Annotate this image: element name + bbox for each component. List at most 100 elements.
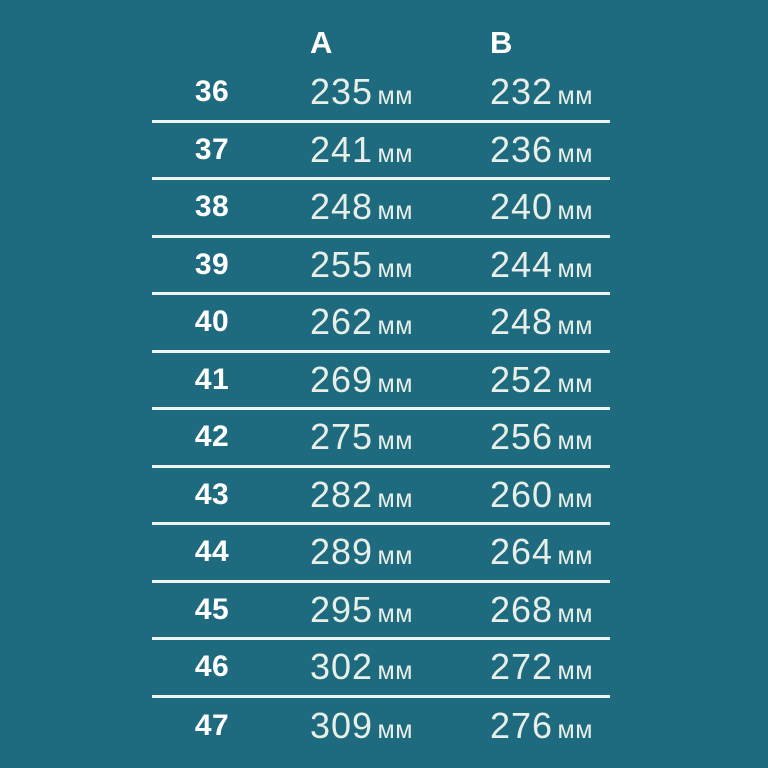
measurement-b-unit: мм — [557, 657, 593, 686]
measurement-a-unit: мм — [377, 542, 413, 571]
col-b-cell: 248 мм — [462, 301, 610, 343]
measurement-b-value: 252 — [490, 358, 554, 400]
size-cell: 44 — [194, 535, 230, 569]
size-cell: 46 — [194, 650, 230, 684]
table-row: 47 309 мм 276 мм — [152, 698, 610, 756]
measurement-b-value: 260 — [490, 473, 554, 515]
col-b-cell: 268 мм — [462, 589, 610, 631]
measurement-a-unit: мм — [377, 312, 413, 341]
col-a-cell: 309 мм — [272, 705, 462, 747]
measurement-a-value: 235 — [310, 71, 374, 113]
measurement-b-value: 256 — [490, 416, 554, 458]
measurement-a-value: 248 — [310, 186, 374, 228]
col-a-cell: 282 мм — [272, 474, 462, 516]
table-header: A B — [152, 0, 610, 65]
col-b-cell: 260 мм — [462, 474, 610, 516]
header-col-a: A — [310, 24, 333, 60]
size-table: A B 36 235 мм 232 мм 37 241 мм 236 мм 38… — [152, 0, 610, 755]
table-row: 36 235 мм 232 мм — [152, 65, 610, 123]
table-row: 46 302 мм 272 мм — [152, 640, 610, 698]
measurement-b-unit: мм — [557, 312, 593, 341]
table-row: 37 241 мм 236 мм — [152, 123, 610, 180]
col-b-cell: 244 мм — [462, 244, 610, 286]
size-cell: 36 — [194, 75, 230, 109]
measurement-b-value: 276 — [490, 705, 554, 747]
measurement-b-value: 272 — [490, 646, 554, 688]
measurement-a-value: 255 — [310, 243, 374, 285]
measurement-b-unit: мм — [557, 139, 593, 168]
col-a-cell: 248 мм — [272, 186, 462, 228]
measurement-a-value: 282 — [310, 473, 374, 515]
table-row: 43 282 мм 260 мм — [152, 468, 610, 525]
measurement-b-value: 244 — [490, 243, 554, 285]
size-cell: 40 — [194, 305, 230, 339]
col-b-cell: 256 мм — [462, 416, 610, 458]
size-cell: 43 — [194, 477, 230, 511]
measurement-a-value: 302 — [310, 646, 374, 688]
measurement-a-value: 289 — [310, 531, 374, 573]
measurement-a-value: 295 — [310, 588, 374, 630]
measurement-b-unit: мм — [557, 197, 593, 226]
size-cell: 45 — [194, 592, 230, 626]
col-a-cell: 241 мм — [272, 129, 462, 171]
size-cell: 42 — [194, 420, 230, 454]
col-b-cell: 236 мм — [462, 129, 610, 171]
col-a-cell: 302 мм — [272, 646, 462, 688]
measurement-a-unit: мм — [377, 484, 413, 513]
measurement-a-unit: мм — [377, 139, 413, 168]
col-a-cell: 295 мм — [272, 589, 462, 631]
col-b-cell: 252 мм — [462, 359, 610, 401]
col-b-cell: 276 мм — [462, 705, 610, 747]
size-cell: 37 — [194, 132, 230, 166]
measurement-b-unit: мм — [557, 599, 593, 628]
table-row: 40 262 мм 248 мм — [152, 295, 610, 353]
col-a-cell: 275 мм — [272, 416, 462, 458]
measurement-a-value: 275 — [310, 416, 374, 458]
table-row: 41 269 мм 252 мм — [152, 353, 610, 410]
col-b-cell: 264 мм — [462, 531, 610, 573]
table-row: 44 289 мм 264 мм — [152, 525, 610, 583]
col-b-cell: 240 мм — [462, 186, 610, 228]
measurement-b-unit: мм — [557, 254, 593, 283]
measurement-a-unit: мм — [377, 82, 413, 111]
measurement-a-unit: мм — [377, 197, 413, 226]
col-a-cell: 235 мм — [272, 71, 462, 113]
measurement-a-value: 241 — [310, 128, 374, 170]
measurement-b-value: 236 — [490, 128, 554, 170]
measurement-b-unit: мм — [557, 484, 593, 513]
table-body: 36 235 мм 232 мм 37 241 мм 236 мм 38 248… — [152, 65, 610, 755]
col-a-cell: 262 мм — [272, 301, 462, 343]
measurement-b-unit: мм — [557, 716, 593, 745]
measurement-b-value: 248 — [490, 301, 554, 343]
col-b-cell: 272 мм — [462, 646, 610, 688]
size-cell: 47 — [194, 709, 230, 743]
col-a-cell: 289 мм — [272, 531, 462, 573]
measurement-a-unit: мм — [377, 254, 413, 283]
measurement-b-unit: мм — [557, 82, 593, 111]
table-row: 39 255 мм 244 мм — [152, 238, 610, 295]
col-a-cell: 255 мм — [272, 244, 462, 286]
measurement-a-value: 309 — [310, 705, 374, 747]
measurement-b-unit: мм — [557, 369, 593, 398]
header-col-b: B — [490, 24, 513, 60]
measurement-b-value: 232 — [490, 71, 554, 113]
measurement-a-unit: мм — [377, 716, 413, 745]
size-cell: 38 — [194, 190, 230, 224]
col-a-cell: 269 мм — [272, 359, 462, 401]
measurement-a-unit: мм — [377, 599, 413, 628]
table-row: 42 275 мм 256 мм — [152, 410, 610, 468]
col-b-cell: 232 мм — [462, 71, 610, 113]
measurement-b-value: 240 — [490, 186, 554, 228]
measurement-a-unit: мм — [377, 657, 413, 686]
measurement-a-value: 262 — [310, 301, 374, 343]
size-cell: 39 — [194, 247, 230, 281]
size-cell: 41 — [194, 362, 230, 396]
measurement-b-value: 268 — [490, 588, 554, 630]
measurement-b-unit: мм — [557, 542, 593, 571]
measurement-a-unit: мм — [377, 427, 413, 456]
table-row: 38 248 мм 240 мм — [152, 180, 610, 238]
measurement-a-value: 269 — [310, 358, 374, 400]
measurement-b-value: 264 — [490, 531, 554, 573]
measurement-b-unit: мм — [557, 427, 593, 456]
